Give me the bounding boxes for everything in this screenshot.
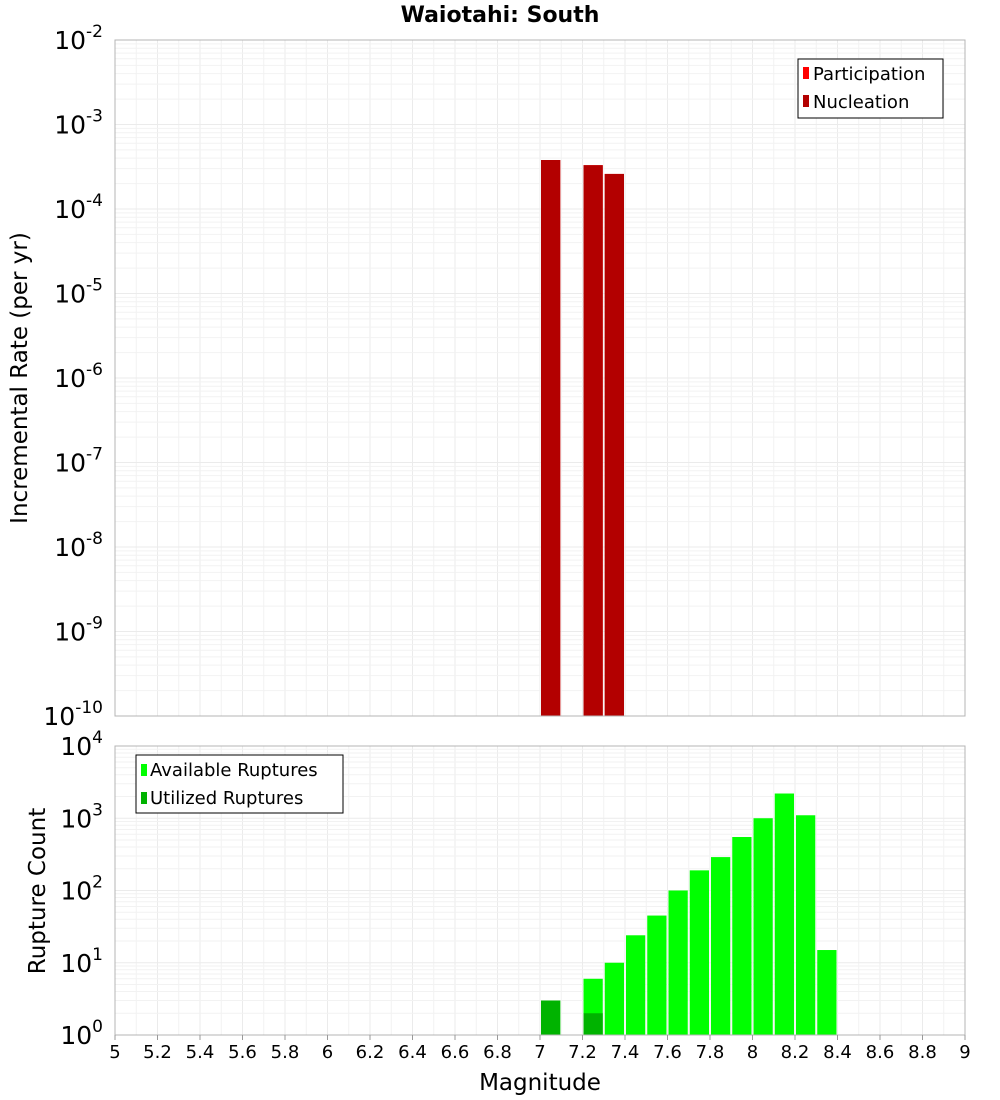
bottom-legend: Available Ruptures Utilized Ruptures [135, 754, 344, 814]
bottom-bar-utilized-ruptures [583, 1013, 603, 1035]
bottom-y-ticks: 100 101 102 103 104 [60, 728, 103, 1050]
x-tick-label: 6 [322, 1042, 333, 1063]
x-tick-label: 7.8 [696, 1042, 725, 1063]
x-tick-label: 5.8 [271, 1042, 300, 1063]
y-tick-label: 10-3 [54, 107, 103, 140]
y-tick-label: 100 [60, 1017, 103, 1050]
bottom-bar-available-ruptures [796, 815, 816, 1035]
bottom-bar-available-ruptures [689, 870, 709, 1035]
top-bar-nucleation [604, 173, 624, 716]
top-panel: 10-10 10-9 10-8 10-7 10-6 10-5 10-4 10-3 10-2 In… [7, 22, 966, 731]
x-axis-ticks: 5 5.2 5.4 5.6 5.8 6 6.2 6.4 6.6 6.8 7 7.2 7.4 7.6 7.8 8… [109, 1035, 971, 1063]
x-tick-label: 8 [747, 1042, 758, 1063]
bottom-panel: 100 101 102 103 104 Rupture Count Available … [25, 728, 966, 1050]
top-y-axis-label: Incremental Rate (per yr) [7, 232, 33, 524]
bottom-bar-available-ruptures [604, 962, 624, 1035]
x-tick-label: 5 [109, 1042, 120, 1063]
x-tick-label: 8.2 [781, 1042, 810, 1063]
bottom-bar-available-ruptures [732, 837, 752, 1035]
x-tick-label: 6.6 [441, 1042, 470, 1063]
y-tick-label: 103 [60, 800, 103, 833]
x-tick-label: 8.4 [823, 1042, 852, 1063]
bottom-bar-available-ruptures [647, 915, 667, 1035]
y-tick-label: 10-2 [54, 22, 103, 55]
x-tick-label: 9 [959, 1042, 970, 1063]
bottom-bar-available-ruptures [668, 890, 688, 1035]
y-tick-label: 10-6 [54, 360, 103, 393]
y-tick-label: 10-7 [54, 445, 103, 478]
y-tick-label: 10-9 [54, 614, 103, 647]
y-tick-label: 10-5 [54, 276, 103, 309]
x-tick-label: 8.8 [908, 1042, 937, 1063]
available-ruptures-legend-label: Available Ruptures [150, 760, 318, 781]
x-tick-label: 8.6 [866, 1042, 895, 1063]
nucleation-legend-label: Nucleation [813, 92, 909, 113]
bottom-bars [541, 793, 837, 1035]
x-tick-label: 6.2 [356, 1042, 385, 1063]
x-tick-label: 7.6 [653, 1042, 682, 1063]
nucleation-legend-swatch [803, 95, 809, 107]
top-plot-frame [114, 39, 966, 717]
top-y-ticks: 10-10 10-9 10-8 10-7 10-6 10-5 10-4 10-3 10-2 [43, 22, 103, 731]
bottom-legend-box [135, 754, 344, 814]
top-bar-nucleation [583, 165, 603, 717]
top-bar-nucleation [541, 160, 561, 716]
top-legend-box [797, 58, 944, 119]
bottom-bar-available-ruptures [774, 793, 794, 1035]
top-grid [114, 40, 966, 717]
x-tick-label: 7.2 [568, 1042, 597, 1063]
x-tick-label: 6.8 [483, 1042, 512, 1063]
utilized-ruptures-legend-label: Utilized Ruptures [150, 788, 303, 809]
y-tick-label: 104 [60, 728, 103, 761]
y-tick-label: 10-4 [54, 191, 103, 224]
x-tick-label: 7 [534, 1042, 545, 1063]
y-tick-label: 10-10 [43, 698, 103, 731]
bottom-bar-utilized-ruptures [541, 1000, 561, 1035]
chart-title: Waiotahi: South [401, 3, 600, 28]
top-bars [541, 160, 624, 717]
y-tick-label: 102 [60, 873, 103, 906]
participation-legend-swatch [803, 67, 809, 79]
bottom-bar-available-ruptures [626, 935, 646, 1035]
y-tick-label: 10-8 [54, 529, 103, 562]
x-tick-label: 5.2 [143, 1042, 172, 1063]
x-axis-label: Magnitude [479, 1070, 601, 1096]
bottom-bar-available-ruptures [711, 857, 731, 1035]
x-tick-label: 5.4 [186, 1042, 215, 1063]
x-tick-label: 5.6 [228, 1042, 257, 1063]
bottom-bar-available-ruptures [817, 950, 837, 1035]
participation-legend-label: Participation [813, 64, 925, 85]
top-legend: Participation Nucleation [797, 58, 944, 119]
bottom-bar-available-ruptures [753, 818, 773, 1035]
available-ruptures-legend-swatch [141, 764, 147, 776]
x-tick-label: 6.4 [398, 1042, 427, 1063]
utilized-ruptures-legend-swatch [141, 792, 147, 804]
bottom-y-axis-label: Rupture Count [25, 808, 51, 974]
x-tick-label: 7.4 [611, 1042, 640, 1063]
y-tick-label: 101 [60, 945, 103, 978]
